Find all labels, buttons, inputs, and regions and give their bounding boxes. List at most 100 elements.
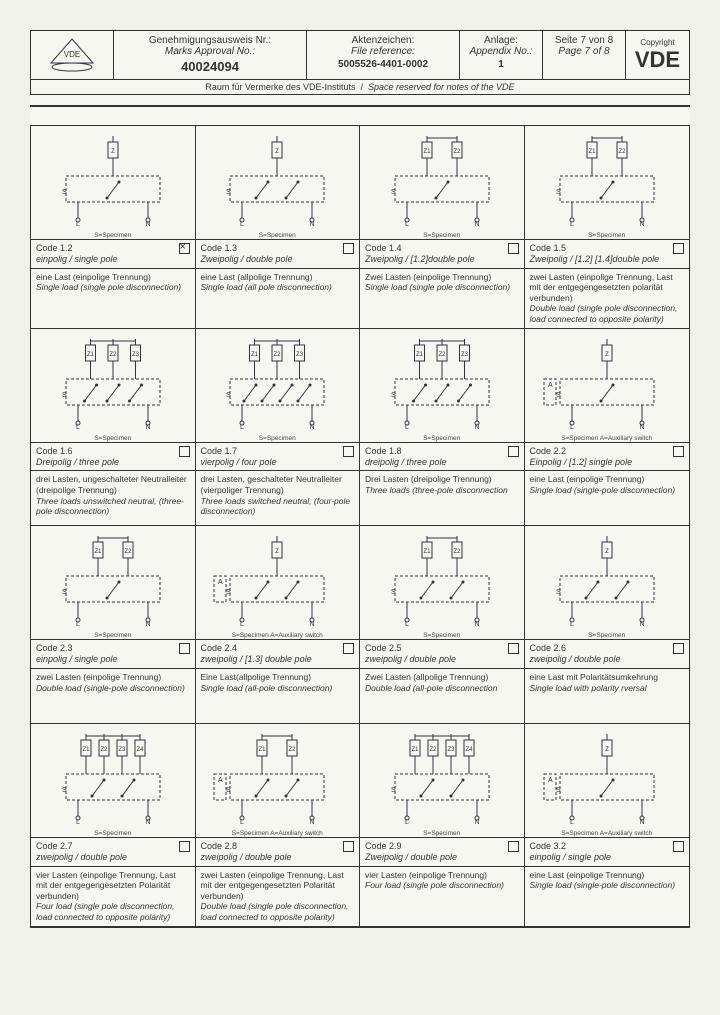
svg-text:N: N [145,621,150,626]
code-row: Code 1.8dreipolig / three pole [360,442,524,471]
svg-text:N: N [474,621,479,626]
page-label-de: Seite 7 von 8 [549,35,619,46]
selection-checkbox[interactable] [343,643,354,654]
approval-label-de: Genehmigungsausweis Nr.: [120,35,300,46]
code-text: Code 1.6Dreipolig / three pole [36,446,119,468]
svg-text:N: N [145,221,150,226]
svg-text:S: S [62,392,67,399]
svg-text:N: N [639,424,644,429]
svg-text:L: L [240,621,244,626]
svg-text:S: S [62,787,67,794]
selection-checkbox[interactable] [179,446,190,457]
code-text: Code 1.3Zweipolig / double pole [201,243,293,265]
svg-text:N: N [474,221,479,226]
svg-text:Z3: Z3 [296,352,304,358]
circuit-diagram: Z1Z2SALN [196,724,360,834]
svg-text:N: N [474,819,479,824]
svg-text:L: L [570,424,574,429]
code-row: Code 1.2einpolig / single pole [31,239,195,268]
svg-text:A: A [218,777,223,784]
circuit-diagram: ZSALN [525,329,690,439]
circuit-diagram: ZSALN [525,724,690,834]
svg-text:Z1: Z1 [94,549,102,555]
svg-text:A: A [548,777,553,784]
svg-text:Z1: Z1 [251,352,259,358]
svg-text:S: S [391,589,396,596]
selection-checkbox[interactable] [508,643,519,654]
svg-text:N: N [310,819,315,824]
description: eine Last (einpolige Trennung)Single loa… [525,470,690,525]
svg-text:N: N [639,221,644,226]
svg-text:Z: Z [111,149,115,155]
page-label-en: Page 7 of 8 [549,46,619,57]
svg-text:Z2: Z2 [453,549,461,555]
code-text: Code 2.7zweipolig / double pole [36,841,127,863]
svg-text:S: S [391,189,396,196]
selection-checkbox[interactable] [508,841,519,852]
appendix-cell: Anlage: Appendix No.: 1 [460,31,543,79]
copyright-label: Copyright [640,38,674,47]
svg-text:S: S [556,392,561,399]
svg-text:Z2: Z2 [429,747,437,753]
cell-2-3: ZSLNS=SpecimenCode 2.6zweipolig / double… [525,526,690,724]
svg-text:N: N [310,221,315,226]
vde-logo-cell: VDE [31,31,114,79]
cell-3-2: Z1Z2Z3Z4SLNS=SpecimenCode 2.9Zweipolig /… [360,724,525,927]
svg-text:L: L [76,424,80,429]
selection-checkbox[interactable] [343,243,354,254]
description: zwei Lasten (einpolige Trennung, Last mi… [525,268,690,328]
selection-checkbox[interactable] [508,446,519,457]
svg-text:L: L [76,819,80,824]
svg-text:Z2: Z2 [289,747,297,753]
description: drei Lasten, geschalteter Neutralleiter … [196,470,360,525]
svg-text:L: L [240,819,244,824]
svg-text:L: L [405,621,409,626]
svg-text:Z1: Z1 [416,352,424,358]
cell-0-1: ZSLNS=SpecimenCode 1.3Zweipolig / double… [196,126,361,329]
svg-text:Z1: Z1 [411,747,419,753]
selection-checkbox[interactable] [673,446,684,457]
svg-text:Z1: Z1 [588,149,596,155]
svg-text:Z2: Z2 [100,747,108,753]
description: Eine Last(allpolige Trennung)Single load… [196,668,360,723]
header-note-en: Space reserved for notes of the VDE [368,82,515,92]
code-text: Code 2.3einpolig / single pole [36,643,118,665]
selection-checkbox[interactable] [343,446,354,457]
selection-checkbox[interactable] [673,643,684,654]
approval-number: 40024094 [120,59,300,74]
code-row: Code 3.2einpolig / single pole [525,837,690,866]
code-text: Code 1.7vierpolig / four pole [201,446,277,468]
cell-2-1: ZSALNS=Specimen A=Auxiliary switchCode 2… [196,526,361,724]
svg-text:Z2: Z2 [453,149,461,155]
file-label-de: Aktenzeichen: [313,35,453,46]
selection-checkbox[interactable] [343,841,354,852]
selection-checkbox[interactable] [179,243,190,254]
svg-text:Z3: Z3 [461,352,469,358]
svg-text:S: S [556,189,561,196]
circuit-diagram: Z1Z2SLN [525,126,690,236]
svg-text:L: L [570,819,574,824]
code-text: Code 1.4Zweipolig / [1.2]double pole [365,243,475,265]
svg-text:VDE: VDE [64,50,80,59]
svg-text:N: N [310,424,315,429]
circuit-diagram: Z1Z2SLN [360,126,524,236]
selection-checkbox[interactable] [673,841,684,852]
selection-checkbox[interactable] [673,243,684,254]
selection-checkbox[interactable] [179,643,190,654]
divider [30,105,690,107]
code-row: Code 1.7vierpolig / four pole [196,442,360,471]
selection-checkbox[interactable] [508,243,519,254]
cell-3-1: Z1Z2SALNS=Specimen A=Auxiliary switchCod… [196,724,361,927]
cell-1-1: Z1Z2Z3SLNS=SpecimenCode 1.7vierpolig / f… [196,329,361,527]
svg-text:S: S [391,787,396,794]
cell-3-3: ZSALNS=Specimen A=Auxiliary switchCode 3… [525,724,690,927]
file-label-en: File reference: [313,46,453,57]
svg-text:Z4: Z4 [136,747,144,753]
svg-text:Z1: Z1 [423,149,431,155]
file-number: 5005526-4401-0002 [313,59,453,70]
selection-checkbox[interactable] [179,841,190,852]
description: zwei Lasten (einpolige Trennung)Double l… [31,668,195,723]
svg-text:L: L [240,221,244,226]
page-cell: Seite 7 von 8 Page 7 of 8 [543,31,626,79]
cell-0-2: Z1Z2SLNS=SpecimenCode 1.4Zweipolig / [1.… [360,126,525,329]
